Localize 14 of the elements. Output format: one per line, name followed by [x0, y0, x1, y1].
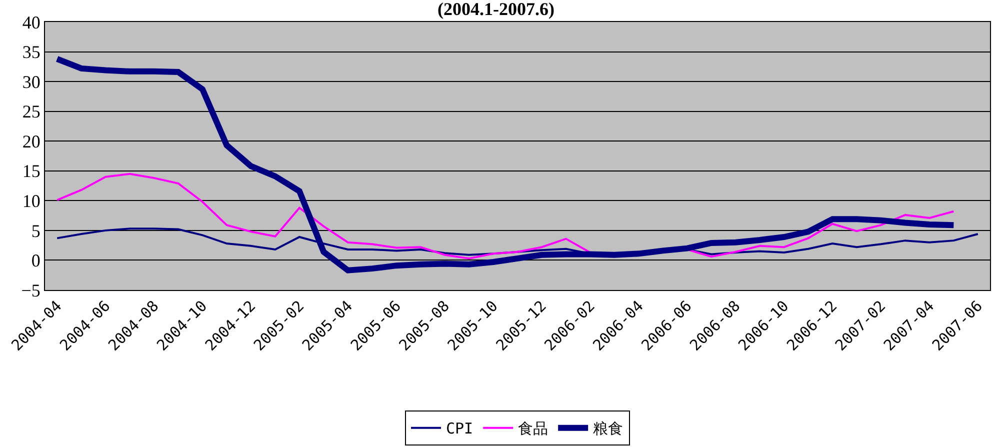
chart-title: (2004.1-2007.6)	[438, 0, 554, 19]
y-tick-label: 20	[22, 131, 40, 152]
y-tick-label: 25	[22, 102, 40, 122]
y-tick-label: 35	[22, 42, 40, 62]
y-tick-label: 5	[31, 220, 40, 241]
y-tick-label: 0	[31, 250, 40, 271]
y-tick-label: −5	[21, 280, 40, 300]
y-tick-label: 40	[22, 12, 40, 32]
legend-label: 食品	[518, 420, 548, 438]
legend-label: 粮食	[593, 420, 624, 438]
legend-label: CPI	[446, 420, 474, 438]
y-tick-label: 15	[22, 161, 40, 182]
y-tick-label: 30	[22, 72, 40, 92]
y-tick-label: 10	[22, 190, 40, 211]
